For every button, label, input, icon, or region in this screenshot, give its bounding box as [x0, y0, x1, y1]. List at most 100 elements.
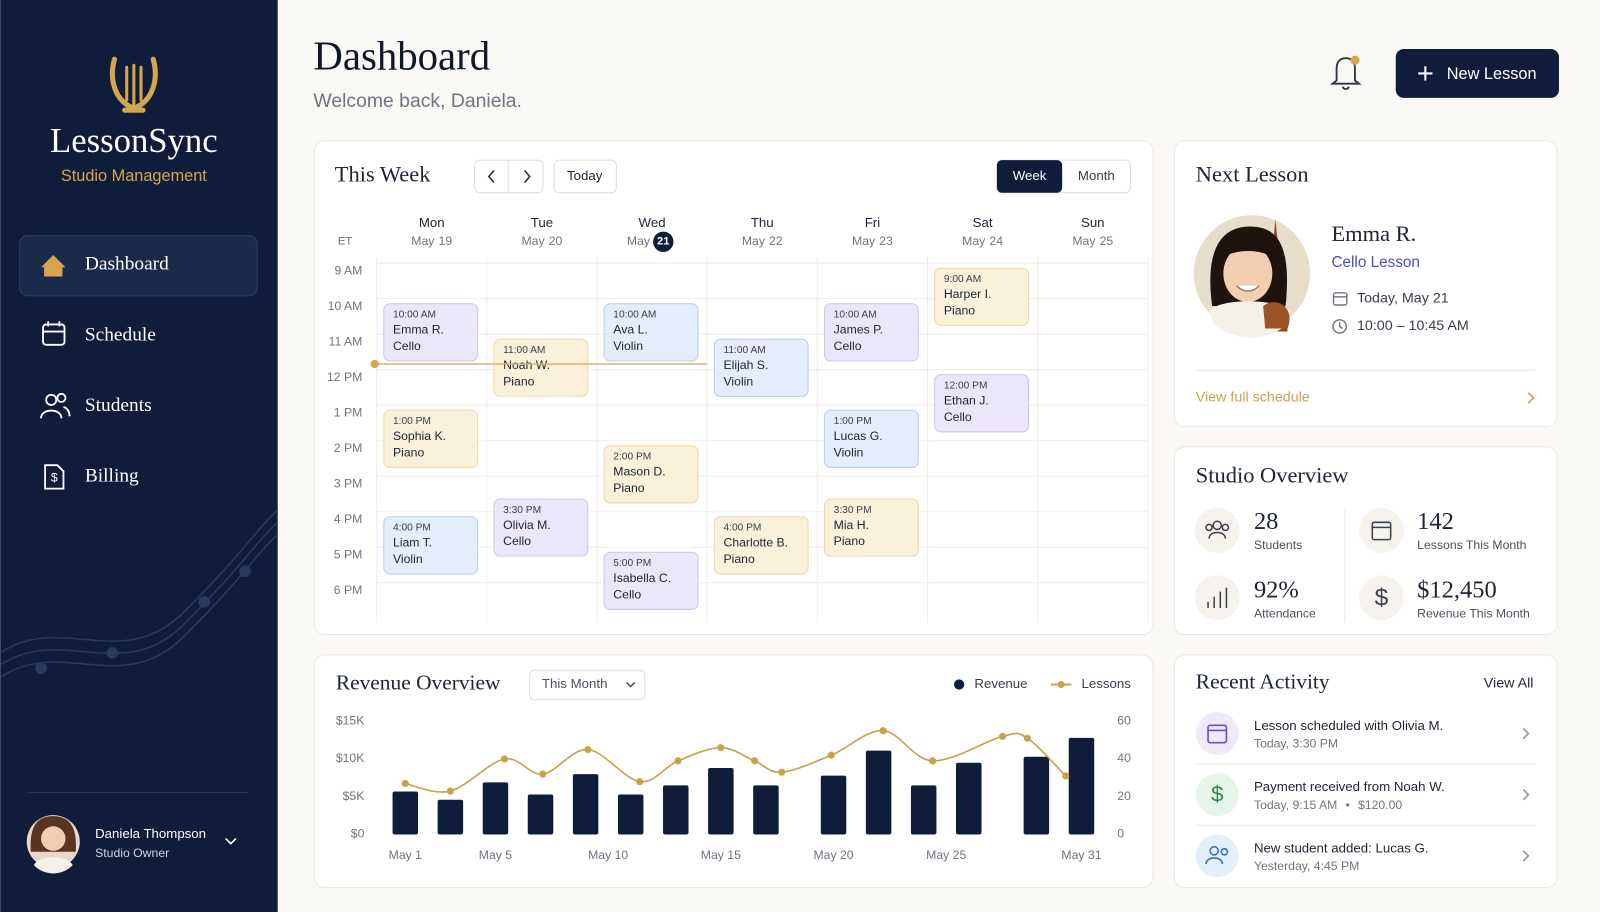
period-label[interactable]: This Month [542, 676, 608, 691]
today-label[interactable]: Today [567, 168, 603, 183]
revenue-bar [527, 794, 554, 835]
day-number: 25 [1100, 234, 1114, 248]
student-photo [1193, 215, 1311, 338]
event-instrument: Piano [834, 534, 865, 548]
view-all[interactable]: View All [1484, 675, 1534, 691]
view-active[interactable] [996, 160, 1063, 193]
event-box[interactable] [383, 516, 479, 575]
event-box[interactable] [823, 498, 919, 557]
event-box[interactable] [713, 338, 809, 397]
lesson-event[interactable]: 11:00 AM Elijah S. Violin [713, 338, 809, 397]
event-time: 3:30 PM [834, 505, 872, 516]
sidebar: LessonSync Studio Management Dashboard Sc… [0, 0, 279, 912]
lessons-point [999, 732, 1007, 740]
tagline: Studio Management [61, 167, 207, 185]
nav-label[interactable]: Dashboard [85, 254, 169, 275]
hour-label: 2 PM [334, 441, 363, 455]
event-box[interactable] [823, 409, 919, 468]
event-instrument: Piano [393, 445, 424, 459]
lesson-event[interactable]: 4:00 PM Liam T. Violin [383, 516, 479, 575]
lessons-point [717, 744, 725, 752]
activity-time-text: Yesterday, 4:45 PM [1254, 859, 1359, 873]
lessons-point [751, 757, 759, 765]
new-lesson-label[interactable]: New Lesson [1447, 65, 1537, 83]
lesson-icons [1332, 292, 1348, 334]
activity-chevron[interactable] [1522, 850, 1530, 862]
lesson-event[interactable]: 10:00 AM Emma R. Cello [383, 303, 479, 362]
event-box[interactable] [383, 409, 479, 468]
revenue-bar [1023, 756, 1050, 835]
lesson-event[interactable]: 9:00 AM Harper I. Piano [934, 267, 1030, 326]
x-tick-label: May 5 [479, 848, 513, 862]
lesson-event[interactable]: 3:30 PM Mia H. Piano [823, 498, 919, 557]
stat-value: 142 [1417, 508, 1454, 535]
hour-label: 6 PM [334, 583, 363, 597]
sidebar-bg [0, 0, 278, 912]
svg-text:$: $ [1211, 782, 1224, 807]
activity-title: Payment received from Noah W. [1254, 779, 1445, 794]
user-name: Daniela Thompson [95, 826, 206, 841]
event-box[interactable] [823, 303, 919, 362]
event-student: Ava L. [613, 323, 647, 337]
nav-label[interactable]: Billing [85, 465, 139, 486]
day-name: Sun [1081, 215, 1105, 230]
notifications[interactable] [1329, 55, 1362, 90]
hour-label: 11 AM [329, 335, 363, 349]
page-subtitle: Welcome back, Daniela. [313, 90, 522, 112]
view-label[interactable]: Week [1013, 168, 1047, 183]
event-box[interactable] [603, 303, 699, 362]
event-student: Charlotte B. [723, 536, 788, 550]
activity-chevron[interactable] [1522, 727, 1530, 740]
event-box[interactable] [383, 303, 479, 362]
event-box[interactable] [493, 498, 589, 557]
lesson-event[interactable]: 12:00 PM Ethan J. Cello [934, 374, 1030, 433]
event-box[interactable] [934, 267, 1030, 326]
nav-label[interactable]: Schedule [85, 324, 156, 345]
day-name: Wed [639, 215, 666, 230]
activity-chevron[interactable] [1522, 789, 1530, 801]
hour-label: 5 PM [334, 548, 363, 562]
timezone: ET [338, 236, 352, 248]
schedule-chevron[interactable] [1527, 392, 1535, 404]
y-tick-label: $0 [351, 827, 365, 841]
nav-label[interactable]: Students [85, 395, 152, 416]
dropdown-caret[interactable] [626, 681, 636, 688]
lessons-point [500, 755, 509, 763]
revenue-bar [820, 775, 847, 835]
lessons-point [1023, 734, 1031, 742]
schedule-link[interactable]: View full schedule [1196, 390, 1310, 406]
today-button[interactable] [553, 159, 617, 194]
chart-title: Revenue Overview [336, 670, 501, 694]
week-nav[interactable] [474, 159, 544, 194]
revenue-bar [865, 750, 892, 835]
lesson-event[interactable]: 2:00 PM Mason D. Piano [603, 445, 699, 504]
event-box[interactable] [713, 516, 809, 575]
revenue-chart: $0 $5K $10K $15K 0 20 40 60 May 1 May 5 May 10 May … [336, 676, 1131, 862]
lesson-event[interactable]: 3:30 PM Olivia M. Cello [493, 498, 589, 557]
event-box[interactable] [934, 374, 1030, 433]
lessons-point [1062, 772, 1070, 780]
lesson-event[interactable]: 10:00 AM James P. Cello [823, 303, 919, 362]
day-date: May 22 [742, 234, 783, 248]
event-box[interactable] [493, 338, 589, 397]
day-date: May 25 [1072, 234, 1113, 248]
period-dropdown[interactable] [529, 669, 646, 701]
lesson-event[interactable]: 1:00 PM Lucas G. Violin [823, 409, 919, 468]
event-student: Mia H. [834, 518, 869, 532]
activity-title: Lesson scheduled with Olivia M. [1254, 718, 1443, 733]
new-lesson-button[interactable]: New Lesson [1395, 48, 1559, 98]
separator: • [1346, 798, 1350, 812]
hour-label: 12 PM [327, 370, 362, 384]
event-box[interactable] [603, 445, 699, 504]
view-label[interactable]: Month [1078, 168, 1115, 183]
day-name: Tue [531, 215, 553, 230]
lesson-event[interactable]: 5:00 PM Isabella C. Cello [603, 551, 699, 610]
lesson-event[interactable]: 11:00 AM Noah W. Piano [493, 338, 589, 397]
event-box[interactable] [603, 551, 699, 610]
lesson-event[interactable]: 1:00 PM Sophia K. Piano [383, 409, 479, 468]
lesson-event[interactable]: 10:00 AM Ava L. Violin [603, 303, 699, 362]
user-menu[interactable] [225, 837, 237, 845]
lesson-event[interactable]: 4:00 PM Charlotte B. Piano [713, 516, 809, 575]
activity-amount: $120.00 [1358, 798, 1402, 812]
